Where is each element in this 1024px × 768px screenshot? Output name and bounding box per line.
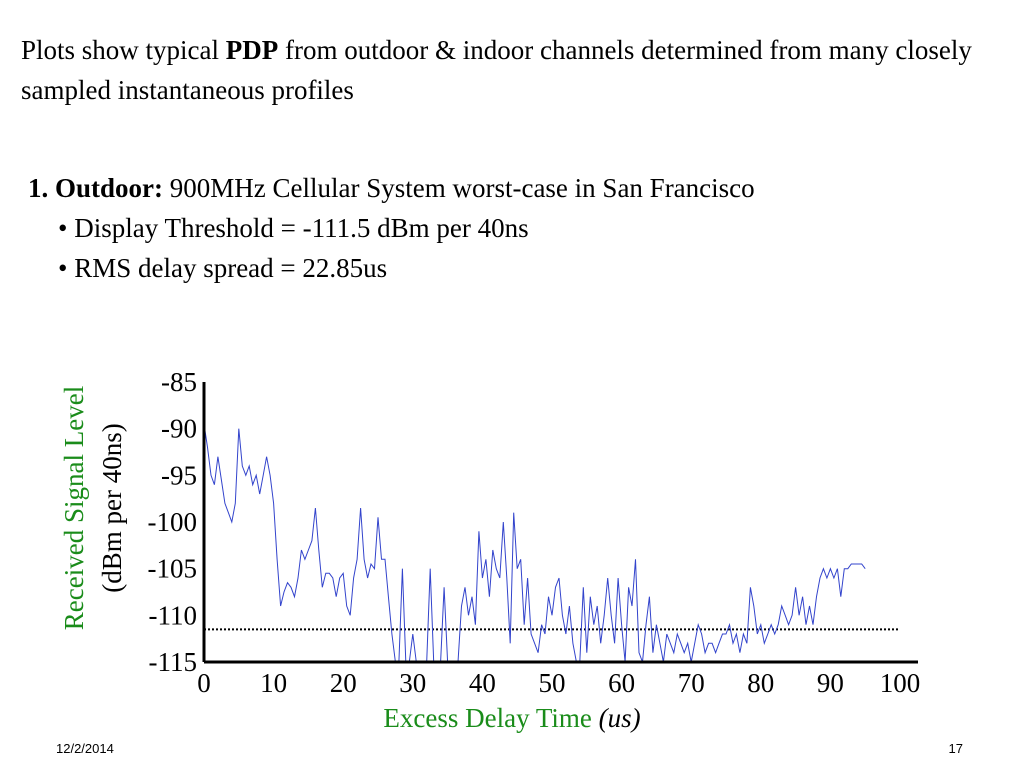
x-tick-label: 40 (469, 668, 496, 698)
x-tick-label: 70 (678, 668, 705, 698)
x-tick-label: 30 (399, 668, 426, 698)
footer-date: 12/2/2014 (56, 741, 114, 756)
y-tick-label: -85 (161, 367, 197, 397)
x-tick-label: 20 (330, 668, 357, 698)
outdoor-heading: 1. Outdoor: 900MHz Cellular System worst… (28, 168, 1008, 208)
pdp-trace (203, 423, 866, 663)
y-axis-label-group: Received Signal Level (dBm per 40ns) (59, 386, 127, 630)
intro-post: from outdoor & indoor channels determine… (21, 35, 972, 105)
outdoor-section: 1. Outdoor: 900MHz Cellular System worst… (28, 168, 1008, 288)
x-tick-label: 50 (539, 668, 566, 698)
outdoor-heading-bold: 1. Outdoor: (28, 173, 163, 203)
y-tick-label: -90 (161, 414, 197, 444)
y-tick-label: -115 (149, 647, 198, 677)
x-tick-label: 10 (260, 668, 287, 698)
y-axis-unit: (dBm per 40ns) (97, 423, 127, 592)
x-axis-label-line: Excess Delay Time (us) (383, 703, 640, 733)
x-tick-label: 0 (197, 668, 211, 698)
x-axis-unit: (us) (599, 703, 641, 733)
intro-pdp: PDP (225, 35, 279, 65)
y-tick-label: -105 (148, 554, 198, 584)
outdoor-heading-rest: 900MHz Cellular System worst-case in San… (163, 173, 755, 203)
pdp-chart: Received Signal Level (dBm per 40ns) -85… (59, 367, 921, 733)
intro-text: Plots show typical PDP from outdoor & in… (21, 30, 1011, 110)
x-tick-label: 90 (817, 668, 844, 698)
bullet-rms-delay: • RMS delay spread = 22.85us (58, 253, 388, 283)
y-tick-label: -110 (149, 600, 198, 630)
bullet-threshold: • Display Threshold = -111.5 dBm per 40n… (58, 213, 529, 243)
y-axis-label: Received Signal Level (59, 386, 89, 630)
y-tick-label: -100 (148, 507, 198, 537)
x-tick-label: 60 (608, 668, 635, 698)
y-tick-label: -95 (161, 460, 197, 490)
intro-pre: Plots show typical (21, 35, 226, 65)
x-tick-label: 100 (880, 668, 921, 698)
x-tick-label: 80 (747, 668, 774, 698)
x-axis-label: Excess Delay Time (383, 703, 592, 733)
footer-page-number: 17 (948, 741, 963, 756)
